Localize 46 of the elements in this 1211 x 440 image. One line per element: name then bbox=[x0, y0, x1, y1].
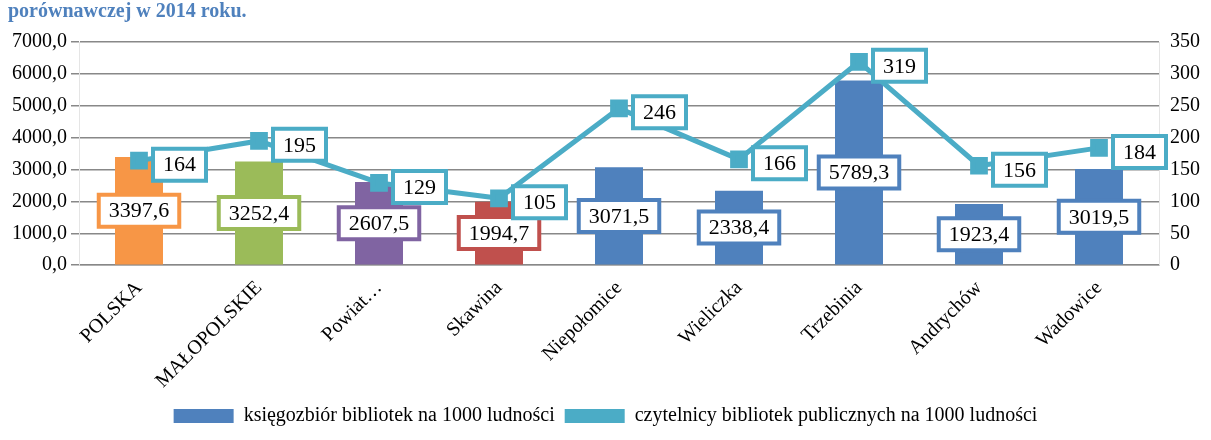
data-label: 195 bbox=[283, 131, 316, 157]
point bbox=[610, 99, 628, 118]
data-label: 164 bbox=[163, 151, 196, 177]
y-tick-label: 2000,0 bbox=[12, 188, 67, 211]
data-label: 105 bbox=[523, 189, 556, 215]
data-label: 2607,5 bbox=[348, 210, 410, 236]
y-tick-label: 4000,0 bbox=[12, 124, 67, 147]
data-label: 3397,6 bbox=[108, 197, 170, 223]
data-label: 1923,4 bbox=[948, 220, 1010, 246]
point bbox=[250, 132, 268, 150]
y2-tick-label: 250 bbox=[1170, 93, 1200, 116]
point bbox=[850, 52, 868, 71]
data-label: 166 bbox=[763, 150, 796, 176]
y-tick-label: 6000,0 bbox=[12, 61, 67, 84]
data-label: 156 bbox=[1003, 156, 1036, 182]
y-tick-label: 3000,0 bbox=[12, 156, 67, 179]
point bbox=[1090, 139, 1108, 157]
chart-title: porównawczej w 2014 roku. bbox=[8, 0, 247, 23]
point bbox=[730, 150, 748, 169]
data-label: 3252,4 bbox=[228, 199, 290, 225]
y2-tick-label: 0 bbox=[1170, 252, 1180, 275]
y-tick-label: 0,0 bbox=[42, 252, 67, 275]
y2-tick-label: 350 bbox=[1170, 29, 1200, 52]
point bbox=[370, 174, 388, 192]
data-label: 3019,5 bbox=[1068, 203, 1130, 229]
y-tick-label: 5000,0 bbox=[12, 93, 67, 116]
y-tick-label: 7000,0 bbox=[12, 29, 67, 52]
data-label: 5789,3 bbox=[828, 159, 890, 185]
data-label: 3071,5 bbox=[588, 202, 650, 228]
point bbox=[970, 156, 988, 175]
y2-tick-label: 300 bbox=[1170, 61, 1200, 84]
y2-tick-label: 200 bbox=[1170, 124, 1200, 147]
y2-tick-label: 50 bbox=[1170, 220, 1190, 243]
data-label: 2338,4 bbox=[708, 214, 770, 240]
data-label: 129 bbox=[403, 173, 436, 199]
legend-label: księgozbiór bibliotek na 1000 ludności bbox=[243, 403, 556, 427]
point bbox=[490, 189, 508, 208]
y2-tick-label: 100 bbox=[1170, 188, 1200, 211]
data-label: 184 bbox=[1123, 138, 1156, 164]
y-tick-label: 1000,0 bbox=[12, 220, 67, 243]
data-label: 1994,7 bbox=[468, 219, 530, 245]
y2-tick-label: 150 bbox=[1170, 156, 1200, 179]
data-label: 319 bbox=[883, 52, 916, 78]
legend-label: czytelnicy bibliotek publicznych na 1000 ludności bbox=[634, 403, 1038, 427]
point bbox=[130, 151, 148, 170]
data-label: 246 bbox=[643, 99, 676, 125]
